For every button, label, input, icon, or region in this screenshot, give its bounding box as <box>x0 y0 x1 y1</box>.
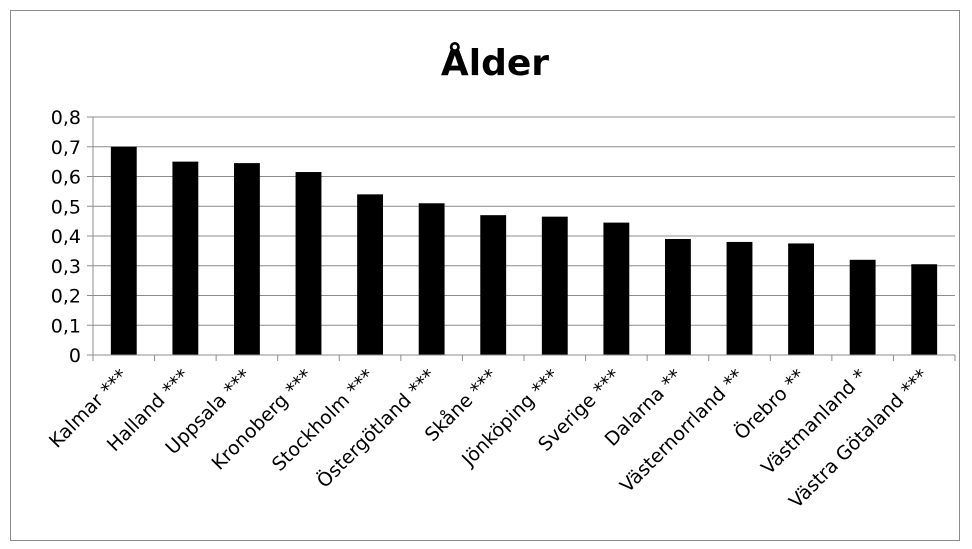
bar <box>541 216 568 355</box>
bar <box>849 259 876 355</box>
x-tick-label: Östergötland *** <box>312 364 440 492</box>
bar <box>664 238 691 355</box>
bars <box>110 146 938 355</box>
y-axis-ticks: 0 0,1 0,2 0,3 0,4 0,5 0,6 0,7 0,8 <box>51 107 93 367</box>
bar <box>603 222 630 355</box>
x-axis-ticks: Kalmar ***Halland ***Uppsala ***Kronober… <box>45 355 956 513</box>
bar <box>480 215 507 355</box>
bar <box>110 146 137 355</box>
y-tick-label: 0,3 <box>51 256 81 278</box>
bar <box>295 172 322 355</box>
bar <box>911 264 938 355</box>
bar <box>357 194 384 355</box>
y-tick-label: 0,8 <box>51 107 81 129</box>
bar <box>172 161 199 355</box>
bar <box>788 243 815 355</box>
y-tick-label: 0,5 <box>51 196 81 218</box>
x-tick-label: Västmanland * <box>757 365 871 479</box>
y-tick-label: 0,7 <box>51 137 81 159</box>
gridlines <box>93 116 955 326</box>
y-tick-label: 0,2 <box>51 286 81 308</box>
chart-title: Ålder <box>441 42 549 84</box>
bar <box>418 203 445 355</box>
y-tick-label: 0 <box>69 345 81 367</box>
y-tick-label: 0,4 <box>51 226 81 248</box>
bar <box>233 163 260 355</box>
y-tick-label: 0,1 <box>51 315 81 337</box>
bar <box>726 241 753 355</box>
y-tick-label: 0,6 <box>51 167 81 189</box>
